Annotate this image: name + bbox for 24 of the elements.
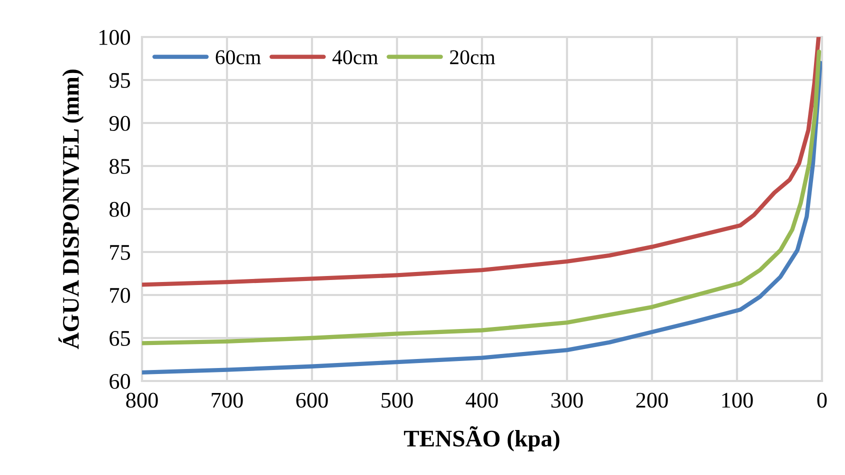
legend-label: 20cm	[450, 50, 496, 64]
y-tick-label: 80	[110, 202, 130, 217]
x-tick-label: 100	[722, 392, 753, 408]
y-tick-label: 90	[109, 116, 130, 131]
legend-label: 40cm	[332, 50, 378, 64]
line-series	[142, 37, 821, 287]
x-tick-label: 500	[382, 392, 413, 408]
y-tick-label: 85	[110, 158, 130, 174]
y-tick-label: 70	[110, 288, 130, 303]
x-tick-label: 200	[636, 392, 668, 408]
x-tick-label: 0	[817, 392, 827, 408]
y-tick-label: 100	[100, 30, 130, 45]
x-tick-label: 400	[466, 392, 498, 408]
x-tick-label: 300	[551, 392, 583, 408]
y-tick-label: 75	[110, 245, 130, 260]
y-tick-label: 60	[110, 374, 130, 389]
y-axis-title: ÁGUA DISPONIVEL (mm)	[58, 70, 84, 350]
y-tick-label: 65	[110, 330, 130, 346]
x-tick-label: 600	[296, 392, 328, 408]
x-tick-label: 800	[126, 392, 158, 408]
x-tick-label: 700	[212, 392, 243, 408]
x-axis-title: TENSÃO (kpa)	[404, 426, 560, 452]
y-tick-label: 95	[109, 72, 130, 88]
legend-label: 60cm	[216, 50, 261, 64]
